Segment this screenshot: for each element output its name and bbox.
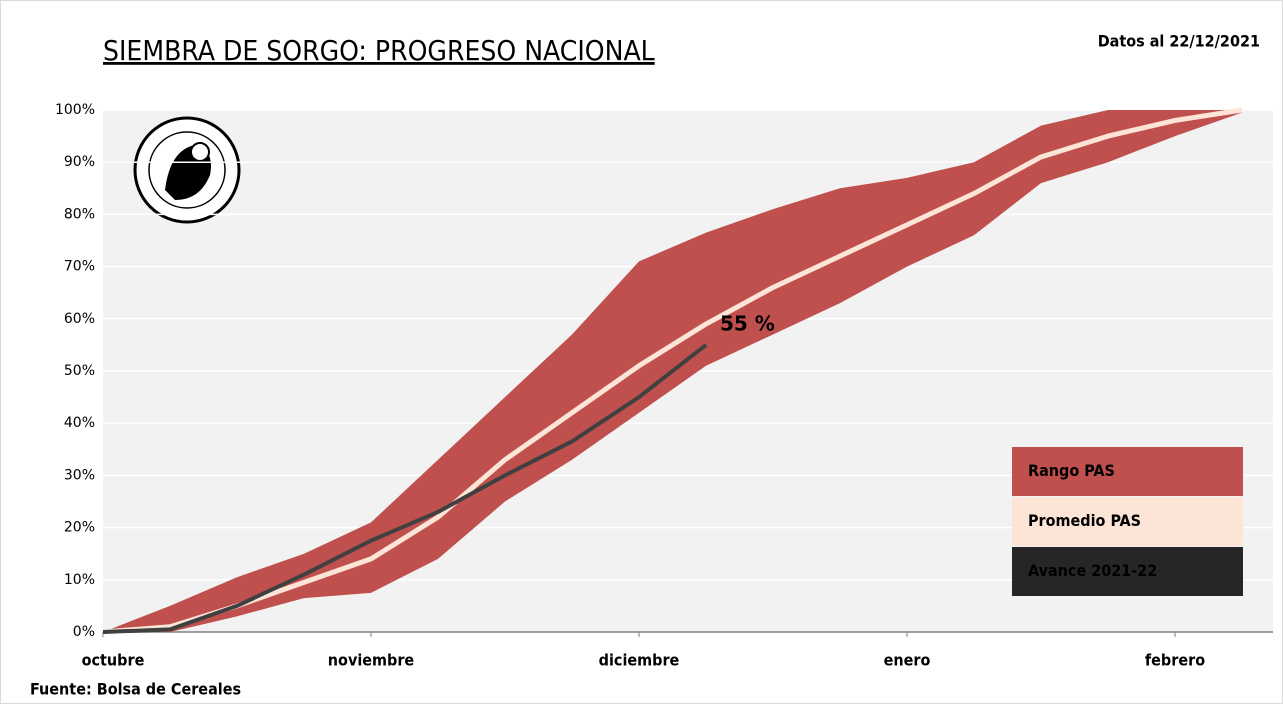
- y-tick-label: 80%: [64, 206, 95, 222]
- legend-label: Promedio PAS: [1028, 511, 1141, 530]
- subtitle: Datos al 22/12/2021: [1098, 32, 1260, 51]
- y-tick-label: 50%: [64, 363, 95, 379]
- x-tick-label: octubre: [82, 651, 145, 670]
- legend-swatch: [1012, 497, 1243, 546]
- y-tick-label: 10%: [64, 572, 95, 588]
- chart-title: SIEMBRA DE SORGO: PROGRESO NACIONAL: [103, 34, 655, 67]
- y-tick-label: 60%: [64, 311, 95, 327]
- logo: [133, 116, 241, 224]
- y-tick-label: 70%: [64, 259, 95, 275]
- y-tick-label: 0%: [73, 624, 95, 640]
- legend-label: Avance 2021-22: [1028, 561, 1157, 580]
- y-tick-label: 100%: [55, 102, 95, 118]
- source: Fuente: Bolsa de Cereales: [30, 680, 241, 699]
- y-tick-label: 20%: [64, 520, 95, 536]
- legend-label: Rango PAS: [1028, 461, 1115, 480]
- series-line: [102, 107, 1243, 635]
- series-line: [102, 343, 708, 634]
- data-label: 55 %: [720, 311, 775, 335]
- x-tick-label: enero: [884, 651, 931, 670]
- x-tick-label: diciembre: [599, 651, 680, 670]
- y-tick-label: 40%: [64, 415, 95, 431]
- y-tick-label: 90%: [64, 154, 95, 170]
- x-tick-label: noviembre: [328, 651, 415, 670]
- y-tick-label: 30%: [64, 467, 95, 483]
- x-tick-label: febrero: [1145, 651, 1205, 670]
- legend-swatch: [1012, 447, 1243, 496]
- legend-swatch: [1012, 547, 1243, 596]
